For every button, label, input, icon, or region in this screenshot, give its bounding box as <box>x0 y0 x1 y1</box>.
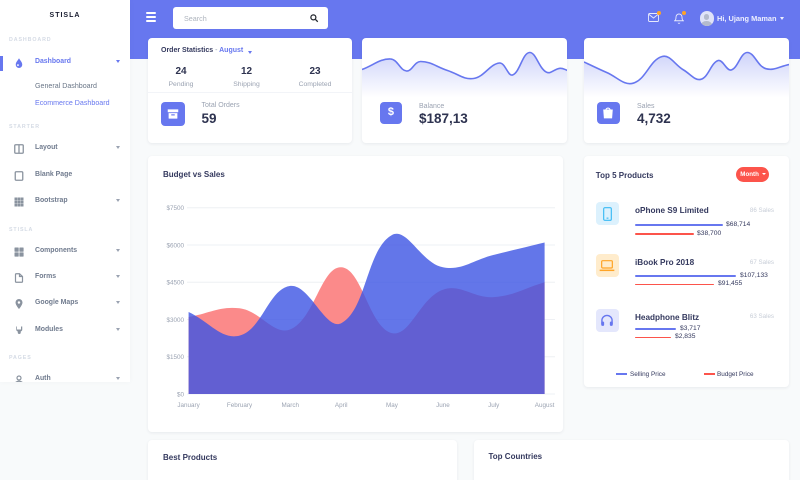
svg-text:February: February <box>227 402 253 409</box>
svg-text:$7500: $7500 <box>166 205 184 212</box>
svg-text:August: August <box>535 402 555 409</box>
svg-text:May: May <box>386 402 399 409</box>
svg-text:January: January <box>177 402 200 409</box>
svg-text:$4500: $4500 <box>166 280 184 287</box>
svg-text:$6000: $6000 <box>166 242 184 249</box>
svg-text:June: June <box>436 402 450 409</box>
svg-text:March: March <box>282 402 300 409</box>
svg-text:$3000: $3000 <box>166 317 184 324</box>
svg-text:$0: $0 <box>177 391 185 398</box>
svg-text:April: April <box>335 402 348 409</box>
svg-text:July: July <box>488 402 500 409</box>
svg-text:$1500: $1500 <box>166 354 184 361</box>
